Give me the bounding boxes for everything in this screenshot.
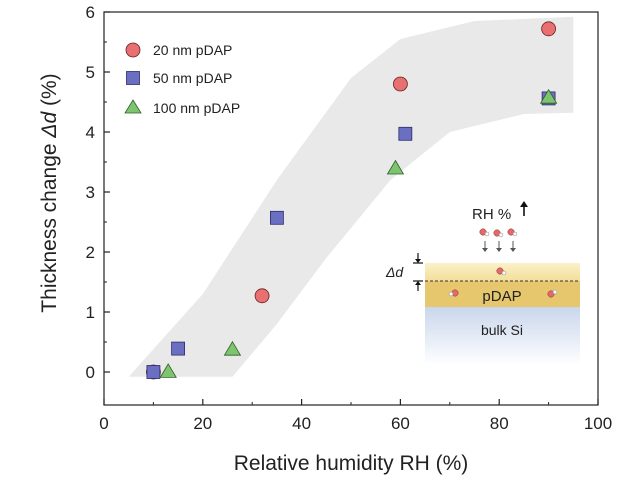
data-point-square: [269, 210, 284, 225]
y-tick-label: 4: [86, 123, 95, 142]
data-point-triangle: [159, 363, 177, 378]
legend-marker-100nm: [124, 99, 142, 114]
y-axis-title: Thickness change Δd (%): [38, 73, 61, 312]
data-point-circle: [254, 288, 270, 304]
legend-marker-20nm: [125, 42, 141, 58]
inset-title: RH %: [472, 206, 511, 223]
data-point-triangle: [223, 340, 242, 356]
legend-marker-50nm: [126, 71, 140, 85]
data-point-circle: [541, 21, 556, 37]
up-arrow-icon: [520, 201, 528, 216]
delta-d-label: Δd: [385, 264, 404, 280]
data-point-square: [146, 365, 161, 379]
y-axis-title-suffix: (%): [38, 73, 61, 112]
x-tick-label: 0: [99, 414, 108, 433]
x-axis-title: Relative humidity RH (%): [234, 452, 469, 475]
y-tick-label: 3: [86, 183, 95, 202]
x-tick-label: 80: [490, 414, 509, 433]
data-point-circle: [392, 76, 408, 92]
down-arrows-icon: [482, 241, 516, 252]
y-tick-label: 6: [86, 3, 95, 22]
inset-schematic: RH % pDAP bulk Si Δd: [385, 201, 580, 365]
x-tick-label: 20: [193, 414, 212, 433]
water-molecules-air: [479, 228, 518, 238]
data-point-triangle: [386, 159, 405, 175]
y-tick-label: 1: [86, 303, 95, 322]
legend: 20 nm pDAP 50 nm pDAP 100 nm pDAP: [124, 42, 240, 116]
y-tick-label: 2: [86, 243, 95, 262]
y-tick-label: 5: [86, 63, 95, 82]
trend-band: [128, 16, 574, 377]
y-axis-title-symbol: Δd: [38, 110, 61, 138]
x-tick-label: 60: [391, 414, 410, 433]
delta-d-bracket: [413, 253, 423, 291]
plot-axes: 0 20 40 60 80 100 0 1 2 3 4 5 6: [86, 3, 613, 433]
legend-label-100nm: 100 nm pDAP: [153, 100, 240, 116]
legend-label-20nm: 20 nm pDAP: [153, 42, 232, 58]
pdap-label: pDAP: [482, 288, 521, 305]
water-molecules-film: [448, 267, 558, 298]
data-point-triangle: [539, 88, 558, 104]
silicon-substrate: [425, 307, 580, 365]
y-tick-label: 0: [86, 363, 95, 382]
data-marks: [145, 21, 558, 380]
data-point-square: [171, 341, 186, 356]
y-axis-title-prefix: Thickness change: [38, 138, 61, 313]
series-100-nm-pdap: [159, 88, 558, 378]
x-tick-label: 40: [292, 414, 311, 433]
silicon-label: bulk Si: [481, 322, 523, 338]
x-tick-label: 100: [584, 414, 612, 433]
legend-label-50nm: 50 nm pDAP: [153, 70, 232, 86]
data-point-square: [398, 126, 413, 141]
